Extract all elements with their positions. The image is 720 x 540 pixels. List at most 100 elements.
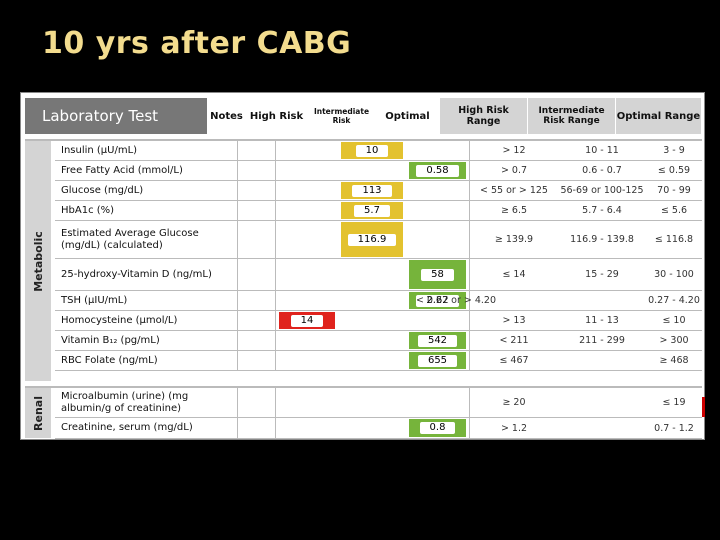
high-risk-range: ≥ 20 bbox=[502, 397, 526, 408]
slide-title: 10 yrs after CABG bbox=[42, 26, 352, 61]
test-name: TSH (µIU/mL) bbox=[55, 291, 238, 310]
test-name: Vitamin B₁₂ (pg/mL) bbox=[55, 331, 238, 350]
high-risk-value-cell bbox=[276, 141, 338, 160]
table-header: Laboratory Test Notes High Risk Intermed… bbox=[25, 98, 702, 134]
notes-cell bbox=[238, 291, 276, 310]
high-risk-range: < 55 or > 125 bbox=[480, 185, 548, 196]
intermediate-risk-value-cell bbox=[338, 331, 406, 350]
high-risk-value: 14 bbox=[290, 314, 324, 327]
optimal-value: 0.58 bbox=[416, 164, 459, 177]
section-label-renal: Renal bbox=[25, 388, 51, 438]
high-risk-range: > 12 bbox=[502, 145, 526, 156]
optimal-range: 30 - 100 bbox=[654, 269, 694, 280]
optimal-value-cell bbox=[406, 311, 470, 330]
notes-cell bbox=[238, 311, 276, 330]
high-risk-range: < 211 bbox=[499, 335, 529, 346]
optimal-value-cell: 58 bbox=[406, 259, 470, 290]
high-risk-value-cell bbox=[276, 259, 338, 290]
high-risk-value-cell bbox=[276, 201, 338, 220]
risk-fill-yellow: 116.9 bbox=[341, 222, 403, 257]
high-risk-range: > 1.2 bbox=[500, 422, 528, 434]
risk-fill-yellow: 10 bbox=[341, 142, 403, 159]
section-metabolic: Metabolic Insulin (µU/mL) 10 > 12 10 - 11 3 … bbox=[25, 139, 702, 381]
high-risk-value-cell bbox=[276, 291, 338, 310]
intermediate-risk-value-cell: 5.7 bbox=[338, 201, 406, 220]
intermediate-risk-range: 15 - 29 bbox=[585, 269, 619, 280]
risk-fill-green: 0.58 bbox=[409, 162, 466, 179]
intermediate-risk-value-cell: 116.9 bbox=[338, 221, 406, 258]
optimal-value-cell bbox=[406, 221, 470, 258]
header-optimal-range: Optimal Range bbox=[616, 98, 702, 134]
high-risk-value-cell bbox=[276, 351, 338, 370]
table-row: 25-hydroxy-Vitamin D (ng/mL) 58 ≤ 14 15 - 2… bbox=[55, 259, 702, 291]
high-risk-range: ≥ 6.5 bbox=[500, 205, 528, 216]
high-risk-range: ≤ 14 bbox=[502, 269, 526, 280]
header-lab-test: Laboratory Test bbox=[25, 98, 208, 134]
header-high-risk-range: High Risk Range bbox=[440, 98, 528, 134]
header-intermediate-risk-range: Intermediate Risk Range bbox=[528, 98, 616, 134]
test-name: 25-hydroxy-Vitamin D (ng/mL) bbox=[55, 259, 238, 290]
table-row: Estimated Average Glucose (mg/dL) (calcu… bbox=[55, 221, 702, 259]
optimal-value-cell: 0.8 bbox=[406, 418, 470, 438]
risk-fill-green: 58 bbox=[409, 260, 466, 289]
optimal-range: 70 - 99 bbox=[657, 185, 691, 196]
optimal-value: 655 bbox=[417, 354, 458, 367]
test-name: Glucose (mg/dL) bbox=[55, 181, 238, 200]
intermediate-risk-range: 0.6 - 0.7 bbox=[582, 165, 622, 176]
notes-cell bbox=[238, 331, 276, 350]
optimal-value-cell bbox=[406, 201, 470, 220]
risk-fill-red: 14 bbox=[279, 312, 335, 329]
high-risk-value-cell bbox=[276, 181, 338, 200]
intermediate-risk-value-cell bbox=[338, 259, 406, 290]
intermediate-risk-range bbox=[558, 388, 646, 417]
optimal-value-cell: 542 bbox=[406, 331, 470, 350]
optimal-value: 0.8 bbox=[419, 422, 456, 434]
optimal-range: ≤ 116.8 bbox=[654, 234, 694, 245]
test-name: RBC Folate (ng/mL) bbox=[55, 351, 238, 370]
intermediate-risk-value: 10 bbox=[355, 144, 389, 157]
high-risk-value-cell bbox=[276, 161, 338, 180]
test-name: Homocysteine (µmol/L) bbox=[55, 311, 238, 330]
optimal-value: 58 bbox=[421, 268, 454, 281]
intermediate-risk-range bbox=[558, 291, 646, 310]
optimal-value-cell bbox=[406, 388, 470, 417]
high-risk-range: > 0.7 bbox=[500, 165, 528, 176]
notes-cell bbox=[238, 418, 276, 438]
notes-cell bbox=[238, 141, 276, 160]
test-name: Insulin (µU/mL) bbox=[55, 141, 238, 160]
high-risk-value-cell: 14 bbox=[276, 311, 338, 330]
notes-cell bbox=[238, 388, 276, 417]
test-name: Microalbumin (urine) (mg albumin/g of cr… bbox=[55, 388, 238, 417]
notes-cell bbox=[238, 181, 276, 200]
test-name: Creatinine, serum (mg/dL) bbox=[55, 418, 238, 438]
high-risk-range: ≤ 467 bbox=[499, 355, 529, 366]
intermediate-risk-range: 56-69 or 100-125 bbox=[560, 185, 644, 196]
intermediate-risk-value-cell bbox=[338, 388, 406, 417]
table-row: Free Fatty Acid (mmol/L) 0.58 > 0.7 0.6 - 0… bbox=[55, 161, 702, 181]
header-optimal: Optimal bbox=[376, 98, 440, 134]
test-name: Free Fatty Acid (mmol/L) bbox=[55, 161, 238, 180]
intermediate-risk-value-cell: 113 bbox=[338, 181, 406, 200]
optimal-range: ≤ 10 bbox=[662, 315, 686, 326]
table-row: Glucose (mg/dL) 113 < 55 or > 125 56-69 or … bbox=[55, 181, 702, 201]
table-row: RBC Folate (ng/mL) 655 ≤ 467 ≥ 468 bbox=[55, 351, 702, 371]
notes-cell bbox=[238, 201, 276, 220]
risk-fill-green: 2.62 bbox=[409, 292, 466, 309]
table-row: TSH (µIU/mL) 2.62 < 0.27 or > 4.20 0.27 - 4… bbox=[55, 291, 702, 311]
high-risk-value-cell bbox=[276, 221, 338, 258]
header-intermediate-risk: Intermediate Risk bbox=[308, 98, 376, 134]
high-risk-value-cell bbox=[276, 331, 338, 350]
renal-rows: Microalbumin (urine) (mg albumin/g of cr… bbox=[55, 388, 702, 439]
optimal-range: ≥ 468 bbox=[659, 355, 689, 366]
optimal-range: ≤ 5.6 bbox=[660, 205, 688, 216]
header-high-risk: High Risk bbox=[246, 98, 308, 134]
table-row: Vitamin B₁₂ (pg/mL) 542 < 211 211 - 299 > 30… bbox=[55, 331, 702, 351]
intermediate-risk-range: 10 - 11 bbox=[585, 145, 619, 156]
notes-cell bbox=[238, 351, 276, 370]
table-row: Microalbumin (urine) (mg albumin/g of cr… bbox=[55, 388, 702, 418]
optimal-range: 0.27 - 4.20 bbox=[648, 295, 700, 306]
table-row: HbA1c (%) 5.7 ≥ 6.5 5.7 - 6.4 ≤ 5.6 bbox=[55, 201, 702, 221]
high-risk-value-cell bbox=[276, 388, 338, 417]
metabolic-rows: Insulin (µU/mL) 10 > 12 10 - 11 3 - 9 Free Fa… bbox=[55, 141, 702, 371]
intermediate-risk-value-cell bbox=[338, 161, 406, 180]
